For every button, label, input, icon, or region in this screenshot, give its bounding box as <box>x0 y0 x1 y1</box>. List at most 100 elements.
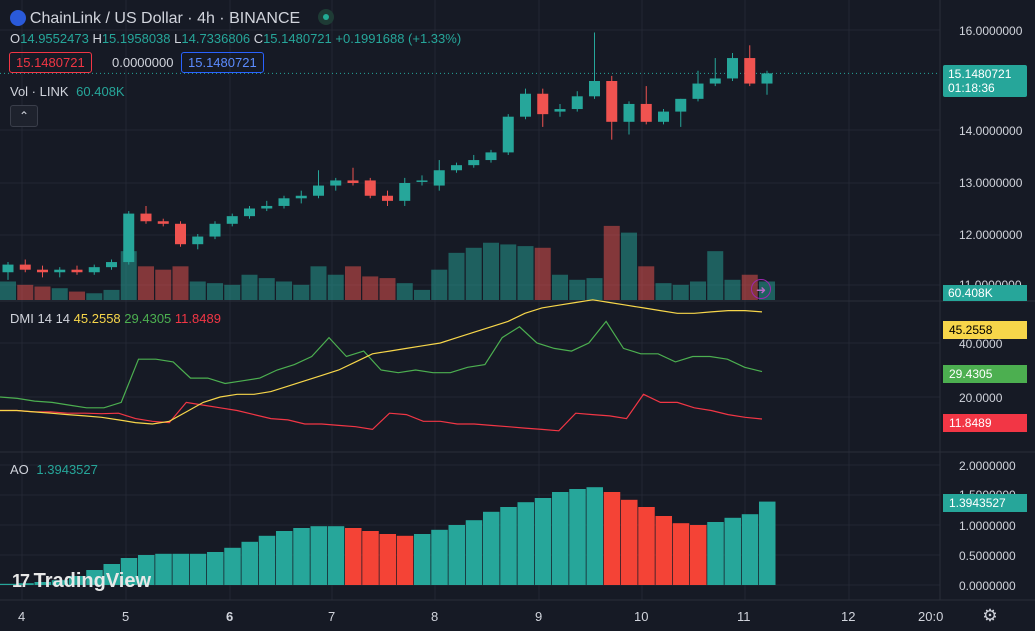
time-label: 5 <box>122 609 130 624</box>
candle-body <box>606 81 618 122</box>
volume-bar <box>569 279 586 300</box>
candle-body <box>658 111 669 122</box>
ao-bar <box>17 583 34 585</box>
plus-di-value: 29.4305 <box>124 311 172 326</box>
volume-bar <box>500 244 517 300</box>
candle-body <box>88 267 100 273</box>
plus-di-axis-badge: 29.4305 <box>943 365 1027 383</box>
ao-bar <box>0 583 17 585</box>
ao-bar <box>327 526 345 585</box>
candle-body <box>330 180 342 186</box>
candle-body <box>589 81 600 97</box>
volume-bar <box>17 284 34 300</box>
ao-bar <box>517 502 534 585</box>
candle-body <box>295 195 307 199</box>
volume-bar <box>603 225 620 300</box>
volume-bar <box>172 266 189 300</box>
ao-bar <box>534 498 552 585</box>
candle-body <box>502 116 514 153</box>
ao-bar <box>241 541 258 585</box>
ao-bar <box>672 523 690 585</box>
ao-bar <box>34 582 51 585</box>
volume-bar <box>207 283 223 300</box>
candle-body <box>19 264 31 270</box>
symbol-icon <box>10 10 26 26</box>
time-axis[interactable]: 4 5 6 7 8 9 10 11 12 20:0 <box>0 603 943 631</box>
ao-bar <box>138 555 155 585</box>
volume-bar <box>690 281 706 300</box>
dmi-label[interactable]: DMI <box>10 311 34 326</box>
volume-bar <box>189 281 206 300</box>
settings-gear-icon[interactable]: ⚙ <box>982 606 998 625</box>
collapse-button[interactable]: ⌃ <box>10 105 38 127</box>
dmi-tick: 40.0000 <box>959 337 1003 351</box>
ao-bar <box>483 511 500 585</box>
ao-tick: 0.5000000 <box>959 549 1016 563</box>
candle-body <box>416 180 428 182</box>
ao-bar <box>379 534 396 585</box>
ao-bar <box>103 564 120 585</box>
volume-bar <box>655 283 672 300</box>
price-tick: 12.0000000 <box>959 228 1023 242</box>
volume-bar <box>51 288 68 300</box>
spread-value: 0.0000000 <box>112 55 174 70</box>
volume-bar <box>638 266 655 300</box>
volume-axis-badge: 60.408K <box>943 285 1027 301</box>
candle-body <box>571 96 583 110</box>
ao-bar <box>120 558 138 585</box>
candle-body <box>623 103 635 122</box>
sell-button[interactable]: 15.1480721 <box>9 52 92 73</box>
volume-bar <box>0 281 16 300</box>
ao-bar <box>155 553 172 585</box>
volume-bar <box>431 269 448 300</box>
ao-bar <box>724 517 741 585</box>
time-label: 7 <box>328 609 336 624</box>
ao-bar <box>258 535 276 585</box>
candle-body <box>399 183 411 201</box>
lightning-icon[interactable]: ➜ <box>751 279 771 299</box>
ao-bar <box>465 520 483 585</box>
minus-di-axis-badge: 11.8489 <box>943 414 1027 432</box>
ao-bar <box>293 528 310 585</box>
volume-bar <box>241 274 258 300</box>
candle-body <box>709 78 721 84</box>
ao-bar <box>276 531 293 585</box>
ao-bar <box>396 535 414 585</box>
time-label: 8 <box>431 609 439 624</box>
tradingview-logo: 17 TradingView <box>12 570 152 592</box>
change-value: +0.1991688 (+1.33%) <box>335 31 462 46</box>
volume-bar <box>517 246 534 300</box>
ao-bar <box>69 576 86 585</box>
volume-label[interactable]: Vol · LINK <box>10 84 69 99</box>
volume-bar <box>224 284 241 300</box>
candle-body <box>244 208 255 217</box>
ao-tick: 1.0000000 <box>959 519 1016 533</box>
time-label: 6 <box>226 609 234 624</box>
volume-bar <box>672 284 689 300</box>
buy-button[interactable]: 15.1480721 <box>181 52 264 73</box>
ao-label[interactable]: AO <box>10 462 29 477</box>
market-status-icon[interactable] <box>318 9 335 25</box>
ohlc-row: O14.9552473 H15.1958038 L14.7336806 C15.… <box>10 31 462 46</box>
plus-di-line <box>0 320 763 409</box>
chevron-up-icon: ⌃ <box>18 109 30 123</box>
ao-bar <box>431 529 448 585</box>
dmi-tick: 20.0000 <box>959 391 1003 405</box>
candle-body <box>226 216 238 224</box>
candle-body <box>727 58 738 79</box>
volume-bar <box>552 274 568 300</box>
volume-bar <box>483 242 499 300</box>
ao-bar <box>621 499 638 585</box>
time-label: 11 <box>737 609 751 624</box>
chart-title[interactable]: ChainLink / US Dollar · 4h · BINANCE <box>29 10 301 27</box>
ao-axis-badge: 1.3943527 <box>943 494 1027 512</box>
volume-bar <box>362 276 379 300</box>
ao-bar <box>603 492 621 585</box>
volume-bar <box>120 251 137 300</box>
ao-tick: 2.0000000 <box>959 459 1016 473</box>
volume-bar <box>293 284 310 300</box>
candle-body <box>261 205 273 209</box>
volume-bar <box>448 252 465 300</box>
candle-body <box>278 198 290 206</box>
